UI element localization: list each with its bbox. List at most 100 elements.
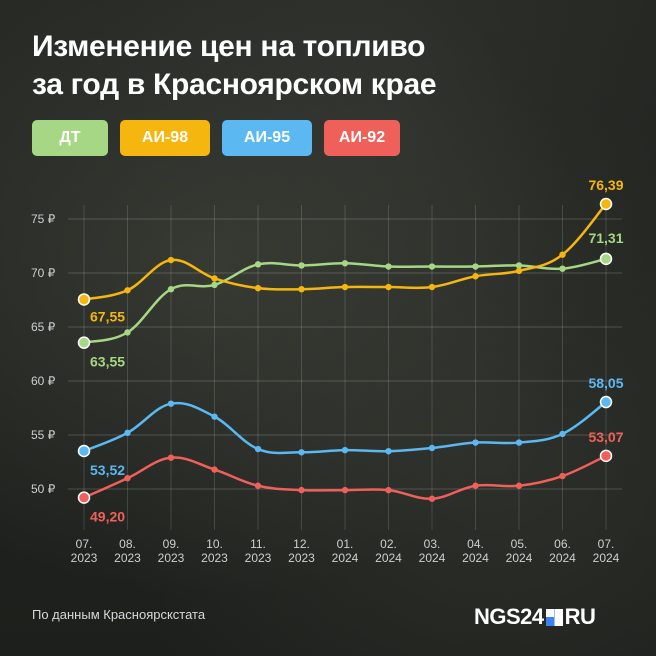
data-point [211,275,218,282]
legend-item-ai98: АИ-98 [120,120,210,156]
data-point [599,197,613,211]
title-line-2: за год в Красноярском крае [32,68,437,101]
title-line-1: Изменение цен на топливо [32,30,426,63]
x-tick-year: 2023 [201,551,228,565]
x-tick-year: 2024 [506,551,533,565]
data-point [211,413,218,420]
data-point [385,283,392,291]
legend-item-dt: ДТ [32,120,108,156]
data-point [341,486,349,494]
data-point [211,281,218,289]
data-point [254,261,262,268]
data-point [385,263,392,270]
start-value-label: 67,55 [90,308,125,324]
x-tick-month: 11. [250,537,266,551]
x-tick-month: 07. [598,537,615,551]
data-point [599,252,613,266]
data-point [599,449,613,463]
end-value-label: 71,31 [588,230,623,246]
data-point [599,395,613,409]
y-tick-label: 60 ₽ [31,374,56,388]
x-tick-year: 2023 [288,551,315,565]
data-point [77,491,91,504]
end-value-label: 58,05 [588,375,623,391]
x-tick-year: 2024 [549,551,576,565]
y-tick-label: 50 ₽ [31,482,56,496]
legend-item-ai95: АИ-95 [222,120,312,156]
logo-text-suffix: RU [564,604,596,629]
x-tick-month: 03. [424,537,441,551]
data-point [472,439,479,446]
data-point [428,495,436,502]
data-point [515,482,523,489]
y-tick-label: 70 ₽ [31,266,56,280]
x-tick-year: 2023 [71,551,98,565]
x-tick-year: 2023 [158,551,185,565]
data-point [428,444,436,452]
x-tick-month: 10. [206,537,223,551]
y-tick-label: 65 ₽ [31,320,56,334]
data-point [385,486,392,494]
x-tick-month: 02. [380,537,397,551]
data-point [167,400,175,407]
data-point [559,472,566,480]
legend: ДТ АИ-98 АИ-95 АИ-92 [32,120,400,156]
data-point [385,448,392,455]
data-point [428,263,436,270]
data-point [298,486,305,494]
data-point [77,444,91,458]
data-point [77,293,91,306]
data-point [124,287,131,294]
data-point [211,466,218,473]
data-point [124,429,131,437]
x-tick-month: 09. [163,537,180,551]
data-point [298,262,305,269]
end-value-label: 53,07 [588,429,623,445]
data-point [77,336,91,349]
data-point [254,284,262,292]
data-point [515,439,523,446]
data-point [472,482,479,489]
x-tick-month: 04. [467,537,484,551]
x-tick-month: 12. [293,537,310,551]
y-tick-label: 55 ₽ [31,428,56,442]
x-tick-year: 2024 [462,551,489,565]
end-value-label: 76,39 [588,177,623,193]
data-point [167,286,175,293]
data-point [254,445,262,453]
x-tick-year: 2024 [419,551,446,565]
legend-item-ai92: АИ-92 [324,120,400,156]
x-tick-month: 01. [337,537,354,551]
data-point [515,262,523,269]
data-point [472,273,479,280]
x-tick-month: 07. [76,537,93,551]
start-value-label: 53,52 [90,462,125,478]
source-note: По данным Красноярскстата [32,607,206,622]
start-value-label: 63,55 [90,354,125,370]
data-point [341,446,349,454]
data-point [124,329,131,336]
data-point [341,260,349,267]
data-point [341,283,349,291]
data-point [124,475,131,482]
data-point [515,267,523,275]
logo-square-icon [545,608,563,626]
data-point [167,256,175,264]
logo-text-prefix: NGS24 [474,604,544,629]
data-point [167,454,175,461]
data-point [254,482,262,489]
x-tick-month: 06. [554,537,571,551]
data-point [559,265,566,272]
x-tick-year: 2024 [375,551,402,565]
x-tick-month: 05. [511,537,528,551]
data-point [559,430,566,438]
page-title: Изменение цен на топливо за год в Красно… [32,28,632,104]
x-tick-year: 2023 [114,551,141,565]
data-point [559,251,566,258]
x-tick-year: 2024 [593,551,620,565]
y-tick-label: 75 ₽ [31,212,56,226]
data-point [298,449,305,456]
data-point [428,283,436,291]
